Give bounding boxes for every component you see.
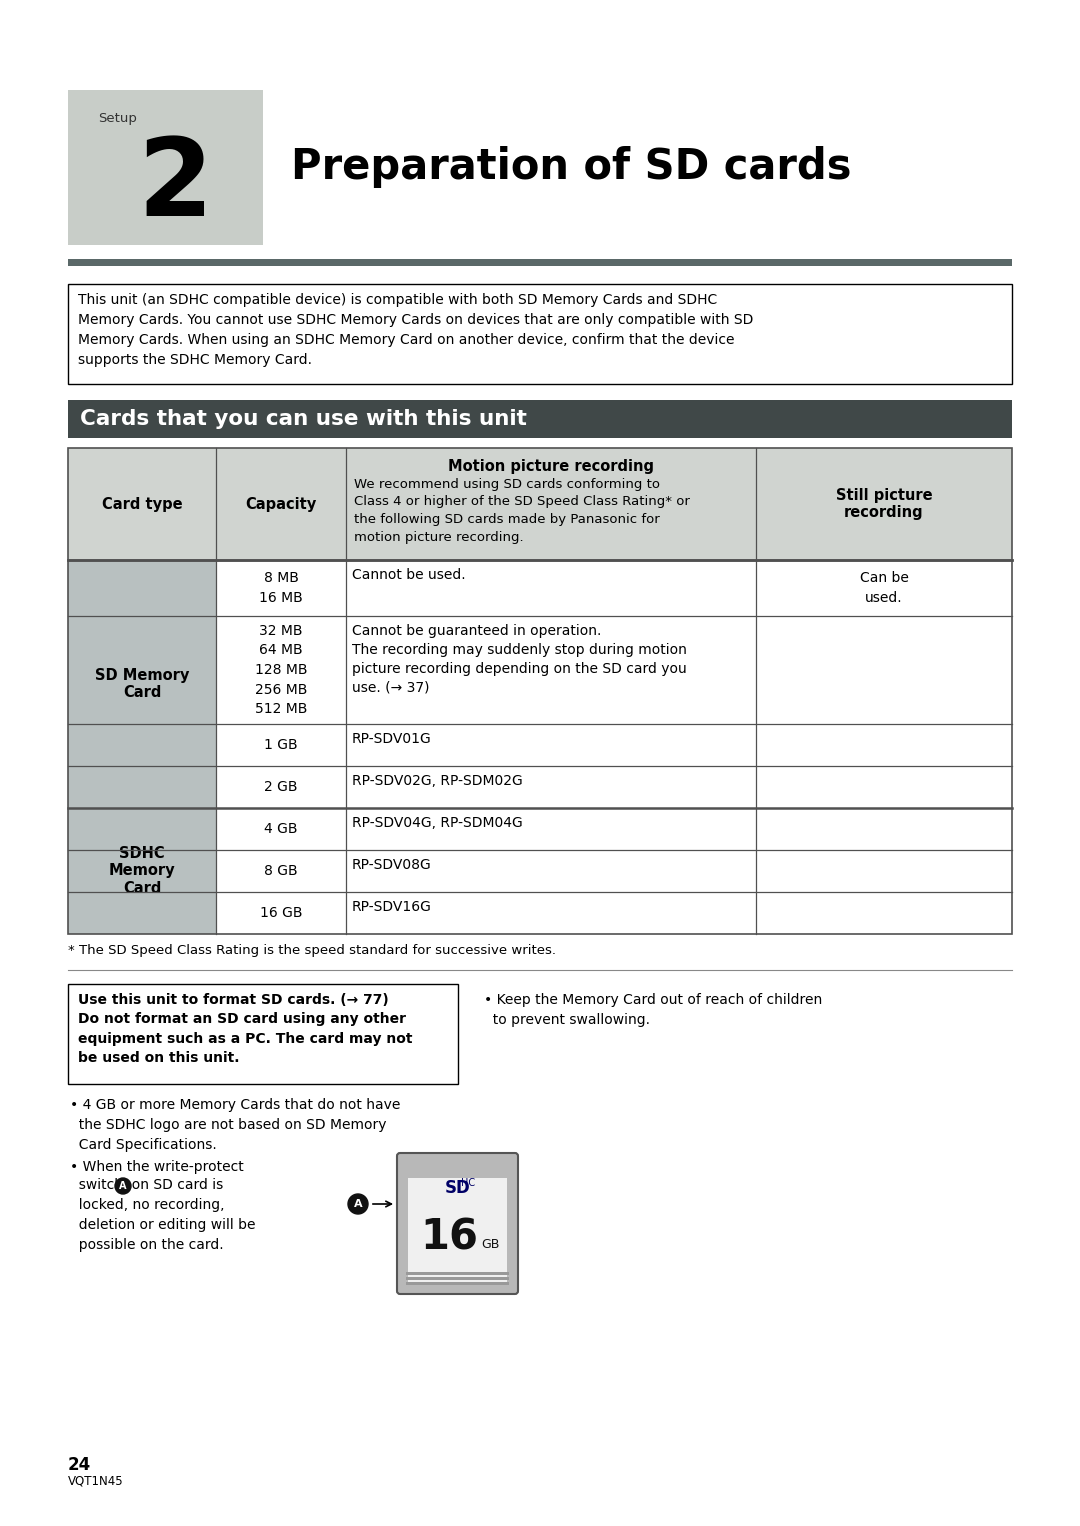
- Text: Cannot be guaranteed in operation.
The recording may suddenly stop during motion: Cannot be guaranteed in operation. The r…: [352, 624, 687, 694]
- Text: Cannot be used.: Cannot be used.: [352, 568, 465, 581]
- Text: 2: 2: [138, 133, 213, 240]
- Text: SDHC
Memory
Card: SDHC Memory Card: [109, 845, 175, 896]
- Text: Motion picture recording: Motion picture recording: [448, 459, 654, 475]
- Bar: [68, 449, 1012, 560]
- Text: SD: SD: [445, 1180, 471, 1196]
- Bar: [406, 1273, 509, 1276]
- Text: 16: 16: [420, 1218, 478, 1259]
- Text: VQT1N45: VQT1N45: [68, 1474, 123, 1486]
- Bar: [68, 807, 216, 934]
- Text: HC: HC: [461, 1178, 475, 1189]
- Bar: [68, 400, 1012, 438]
- Text: Card type: Card type: [102, 496, 183, 511]
- Text: RP-SDV04G, RP-SDM04G: RP-SDV04G, RP-SDM04G: [352, 816, 523, 830]
- Text: Cards that you can use with this unit: Cards that you can use with this unit: [80, 409, 527, 429]
- Bar: [68, 90, 264, 246]
- Bar: [408, 1178, 507, 1283]
- Text: RP-SDV02G, RP-SDM02G: RP-SDV02G, RP-SDM02G: [352, 774, 523, 787]
- Text: Preparation of SD cards: Preparation of SD cards: [291, 146, 851, 189]
- Text: 8 MB
16 MB: 8 MB 16 MB: [259, 571, 302, 604]
- Text: 1 GB: 1 GB: [265, 739, 298, 752]
- Bar: [406, 1282, 509, 1285]
- Text: 32 MB
64 MB
128 MB
256 MB
512 MB: 32 MB 64 MB 128 MB 256 MB 512 MB: [255, 624, 307, 716]
- Circle shape: [114, 1178, 131, 1193]
- Text: This unit (an SDHC compatible device) is compatible with both SD Memory Cards an: This unit (an SDHC compatible device) is…: [78, 293, 754, 368]
- Text: • When the write-protect: • When the write-protect: [70, 1160, 244, 1173]
- Text: RP-SDV01G: RP-SDV01G: [352, 732, 432, 746]
- Text: 8 GB: 8 GB: [265, 864, 298, 877]
- Text: A: A: [353, 1199, 362, 1209]
- Text: Capacity: Capacity: [245, 496, 316, 511]
- FancyBboxPatch shape: [397, 1154, 518, 1294]
- Text: A: A: [119, 1181, 126, 1190]
- Text: Can be
used.: Can be used.: [860, 571, 908, 604]
- Bar: [68, 560, 216, 807]
- Bar: [68, 284, 1012, 385]
- Text: RP-SDV08G: RP-SDV08G: [352, 858, 432, 871]
- Text: * The SD Speed Class Rating is the speed standard for successive writes.: * The SD Speed Class Rating is the speed…: [68, 945, 556, 957]
- Bar: [68, 984, 458, 1083]
- Bar: [68, 449, 1012, 934]
- Text: • 4 GB or more Memory Cards that do not have
  the SDHC logo are not based on SD: • 4 GB or more Memory Cards that do not …: [70, 1099, 401, 1152]
- Text: 2 GB: 2 GB: [265, 780, 298, 794]
- Circle shape: [348, 1193, 368, 1215]
- Text: 24: 24: [68, 1456, 91, 1474]
- Bar: [68, 259, 1012, 266]
- Text: Setup: Setup: [98, 111, 137, 125]
- Text: 16 GB: 16 GB: [260, 906, 302, 920]
- Text: GB: GB: [482, 1238, 500, 1250]
- Text: Use this unit to format SD cards. (→ 77)
Do not format an SD card using any othe: Use this unit to format SD cards. (→ 77)…: [78, 993, 413, 1065]
- Text: We recommend using SD cards conforming to
Class 4 or higher of the SD Speed Clas: We recommend using SD cards conforming t…: [354, 478, 690, 543]
- Text: SD Memory
Card: SD Memory Card: [95, 668, 189, 700]
- Text: • Keep the Memory Card out of reach of children
  to prevent swallowing.: • Keep the Memory Card out of reach of c…: [484, 993, 822, 1027]
- Text: 4 GB: 4 GB: [265, 823, 298, 836]
- Text: switch  on SD card is
  locked, no recording,
  deletion or editing will be
  po: switch on SD card is locked, no recordin…: [70, 1178, 256, 1253]
- Text: Still picture
recording: Still picture recording: [836, 488, 932, 520]
- Text: RP-SDV16G: RP-SDV16G: [352, 900, 432, 914]
- Bar: [406, 1277, 509, 1280]
